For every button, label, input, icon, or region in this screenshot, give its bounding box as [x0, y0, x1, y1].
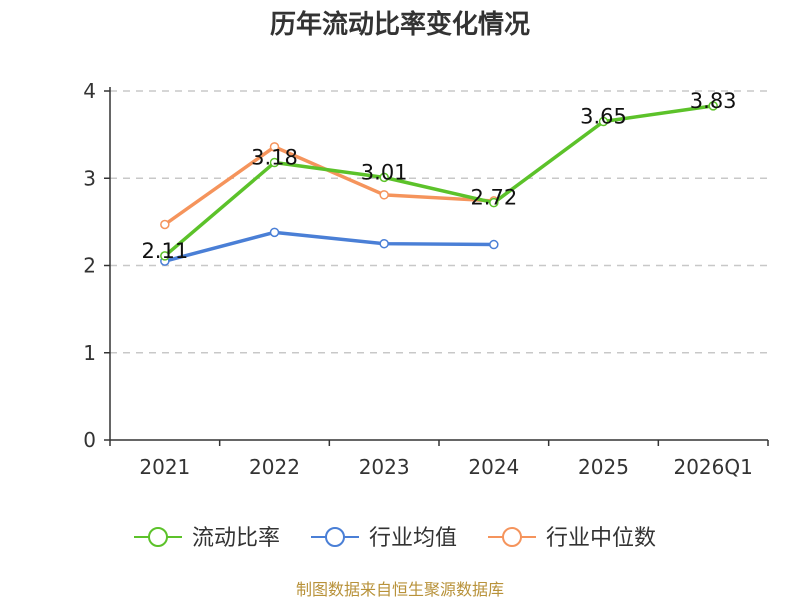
- legend-label: 行业中位数: [546, 526, 656, 551]
- legend-item-industry-mean[interactable]: 行业均值: [311, 526, 457, 551]
- legend-swatch-marker: [502, 527, 522, 547]
- data-label: 3.01: [361, 160, 408, 184]
- data-point[interactable]: [160, 251, 170, 261]
- data-point[interactable]: [489, 197, 499, 208]
- legend-item-current-ratio[interactable]: 流动比率: [134, 526, 280, 551]
- data-point[interactable]: [269, 142, 280, 152]
- legend-label: 流动比率: [192, 526, 280, 551]
- source-note: 制图数据来自恒生聚源数据库: [296, 580, 504, 599]
- data-label: 3.65: [580, 105, 627, 129]
- x-tick-label: 2021: [139, 455, 190, 479]
- x-tick-label: 2022: [249, 455, 300, 479]
- data-label: 3.18: [251, 146, 298, 170]
- x-tick-label: 2026Q1: [673, 455, 752, 479]
- data-label: 2.72: [470, 186, 517, 210]
- data-point[interactable]: [598, 116, 609, 127]
- legend-swatch-marker: [148, 527, 168, 547]
- data-point[interactable]: [269, 157, 280, 168]
- legend-label: 行业均值: [369, 526, 457, 551]
- data-label: 3.83: [690, 89, 737, 113]
- y-tick-label: 3: [83, 166, 96, 190]
- y-tick-label: 2: [83, 254, 96, 278]
- series-line: [164, 230, 494, 263]
- chart-title: 历年流动比率变化情况: [270, 9, 530, 40]
- x-tick-label: 2023: [359, 455, 410, 479]
- grid-lines: [110, 90, 768, 354]
- y-tick-label: 4: [83, 79, 96, 103]
- x-axis-ticks: 2021 2022 2023 2024 2025 2026Q1: [109, 440, 769, 479]
- data-labels: 2.11 3.18 3.01 2.72 3.65 3.83: [141, 89, 736, 263]
- data-point[interactable]: [379, 190, 389, 200]
- data-label: 2.11: [141, 239, 188, 263]
- legend: 流动比率 行业均值 行业中位数: [134, 526, 656, 551]
- axes: [109, 87, 768, 441]
- y-tick-label: 1: [83, 341, 96, 365]
- series-line: [163, 104, 714, 258]
- data-point[interactable]: [379, 238, 389, 249]
- x-tick-label: 2024: [468, 455, 519, 479]
- data-point[interactable]: [160, 219, 170, 230]
- series-group: [160, 101, 718, 266]
- data-point[interactable]: [379, 172, 389, 183]
- data-point[interactable]: [489, 239, 499, 250]
- data-point[interactable]: [269, 227, 280, 238]
- x-tick-label: 2025: [578, 455, 629, 479]
- y-axis-ticks: 0 1 2 3 4: [83, 79, 110, 452]
- y-tick-label: 0: [83, 428, 96, 452]
- data-point[interactable]: [708, 101, 718, 111]
- legend-swatch-marker: [325, 527, 345, 547]
- legend-item-industry-median[interactable]: 行业中位数: [488, 526, 656, 551]
